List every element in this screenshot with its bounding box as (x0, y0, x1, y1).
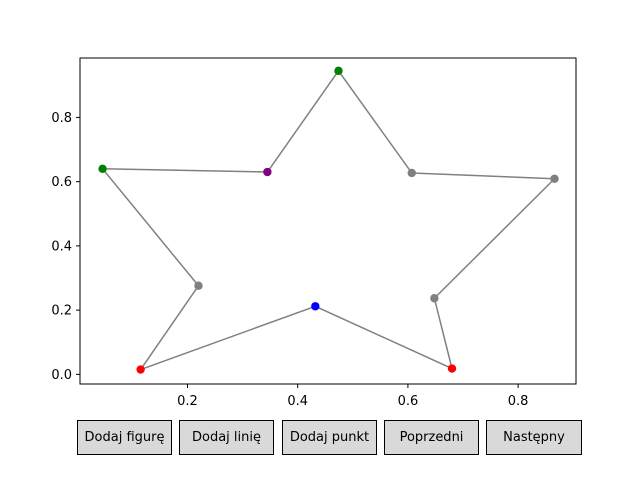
x-tick-label: 0.6 (398, 394, 419, 409)
add-line-button[interactable]: Dodaj linię (179, 420, 274, 455)
add-figure-button[interactable]: Dodaj figurę (77, 420, 172, 455)
figure-line-segment (433, 298, 453, 369)
next-button[interactable]: Następny (486, 420, 582, 455)
figure-line-segment (315, 305, 453, 370)
figure-point[interactable] (407, 168, 416, 178)
figure-point[interactable] (334, 66, 343, 76)
figure-lines (102, 70, 556, 371)
x-axis: 0.2 0.4 0.6 0.8 (177, 384, 528, 409)
figure-line-segment (337, 70, 413, 174)
figure-point[interactable] (311, 302, 320, 311)
y-tick-label: 0.0 (51, 368, 72, 383)
y-tick-label: 0.8 (51, 111, 72, 126)
x-tick-label: 0.8 (508, 394, 529, 409)
y-tick-label: 0.2 (51, 304, 72, 319)
add-point-button[interactable]: Dodaj punkt (282, 420, 377, 455)
x-tick-label: 0.4 (287, 394, 308, 409)
figure-line-segment (433, 178, 556, 299)
figure-line-segment (102, 168, 268, 173)
figure-line-segment (140, 285, 200, 370)
axes-frame (79, 57, 577, 385)
previous-button[interactable]: Poprzedni (384, 420, 479, 455)
figure-line-segment (102, 168, 200, 287)
figure-line-segment (411, 172, 555, 180)
figure-point[interactable] (98, 164, 107, 174)
y-tick-label: 0.6 (51, 175, 72, 190)
y-tick-label: 0.4 (51, 239, 72, 254)
x-tick-label: 0.2 (177, 394, 198, 409)
figure-point[interactable] (263, 167, 272, 177)
figure-point[interactable] (550, 174, 559, 183)
y-axis: 0.0 0.2 0.4 0.6 0.8 (51, 111, 80, 383)
figure-line-segment (140, 305, 316, 371)
figure-point[interactable] (194, 281, 203, 290)
figure-point[interactable] (447, 364, 457, 373)
figure-points[interactable] (98, 66, 559, 374)
figure-point[interactable] (430, 294, 439, 303)
figure-line-segment (266, 70, 340, 173)
figure-point[interactable] (136, 365, 145, 374)
